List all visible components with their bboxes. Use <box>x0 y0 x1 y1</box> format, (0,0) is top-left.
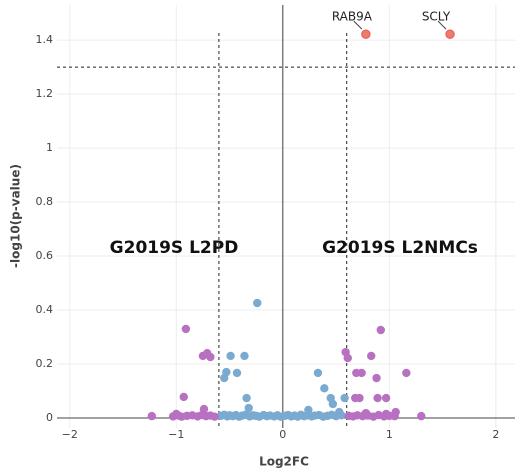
point <box>179 392 188 402</box>
x-tick-label: 2 <box>492 428 499 441</box>
y-tick-label: 0.4 <box>36 303 54 316</box>
region-label: G2019S L2PD <box>110 238 239 258</box>
y-tick-label: 1.2 <box>36 87 54 100</box>
point <box>198 351 208 361</box>
point-label: SCLY <box>422 10 451 24</box>
point <box>372 373 381 383</box>
point <box>373 393 382 403</box>
point <box>357 368 366 378</box>
label-arrow <box>353 20 363 30</box>
label-arrow <box>437 20 447 30</box>
y-tick-label: 0.6 <box>36 249 54 262</box>
point <box>343 353 352 363</box>
region-label: G2019S L2NMCs <box>322 238 478 258</box>
point-label: RAB9A <box>332 10 373 24</box>
y-axis-label: -log10(p-value) <box>9 164 23 268</box>
point <box>147 411 156 421</box>
y-tick-label: 1.4 <box>36 33 54 46</box>
point <box>244 403 253 413</box>
x-axis-label: Log2FC <box>259 455 309 469</box>
point <box>337 411 346 420</box>
point <box>206 352 215 362</box>
point <box>328 399 338 409</box>
point <box>181 324 191 334</box>
point <box>376 325 385 335</box>
point <box>220 373 229 383</box>
point <box>402 368 411 378</box>
y-tick-label: 0 <box>46 411 53 424</box>
point <box>445 29 455 39</box>
x-tick-label: 0 <box>279 428 286 441</box>
point <box>253 298 262 308</box>
x-tick-label: 1 <box>386 428 393 441</box>
point <box>313 368 323 378</box>
point <box>367 351 376 361</box>
point <box>355 393 364 403</box>
point <box>232 368 242 378</box>
x-tick-label: −1 <box>168 428 184 441</box>
point <box>340 393 349 403</box>
y-tick-label: 0.8 <box>36 195 54 208</box>
point <box>320 384 329 393</box>
x-tick-label: −2 <box>62 428 78 441</box>
point <box>390 411 399 421</box>
point <box>381 393 391 403</box>
point <box>361 29 371 39</box>
y-tick-label: 1 <box>46 141 53 154</box>
y-tick-label: 0.2 <box>36 357 54 370</box>
point <box>240 351 249 361</box>
point <box>210 412 219 421</box>
point <box>226 351 235 361</box>
point <box>242 393 251 403</box>
point <box>417 411 426 421</box>
